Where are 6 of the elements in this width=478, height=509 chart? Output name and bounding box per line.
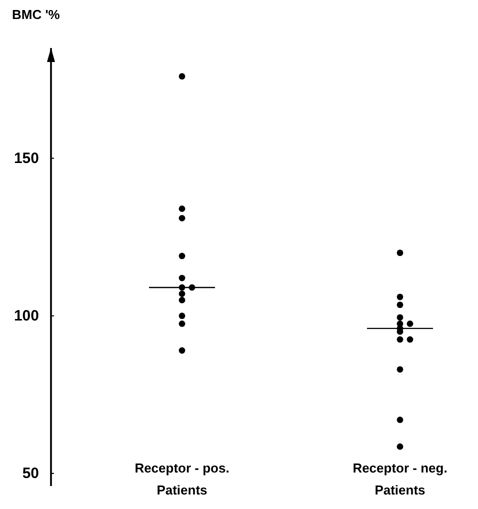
y-tick-label: 150 bbox=[14, 150, 39, 168]
y-tick-label: 100 bbox=[14, 308, 39, 325]
x-tick-label: Receptor - neg. Patients bbox=[352, 460, 448, 498]
y-tick-label: 50 bbox=[22, 465, 39, 482]
x-tick-label: Receptor - pos. Patients bbox=[134, 460, 230, 498]
y-axis-title: BMC '% bbox=[12, 7, 60, 22]
